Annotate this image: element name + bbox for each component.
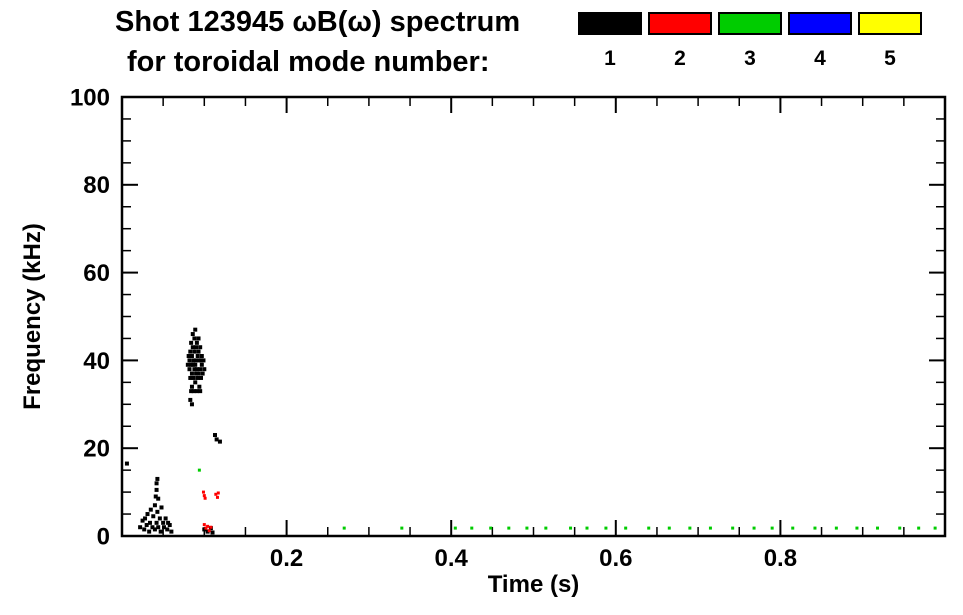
legend-swatch [858,12,922,35]
legend-item-mode-1: 1 [578,12,642,71]
y-tick-label: 0 [97,523,110,550]
y-axis-title: Frequency (kHz) [19,223,46,410]
y-tick-label: 100 [70,84,110,111]
y-tick-label: 40 [83,348,110,375]
x-axis-title: Time (s) [488,571,580,598]
legend-item-mode-3: 3 [718,12,782,71]
legend-label: 1 [604,47,616,70]
mode-legend: 1 2 3 4 5 [578,12,922,71]
y-tick-label: 60 [83,260,110,287]
legend-label: 3 [744,47,756,70]
legend-item-mode-2: 2 [648,12,712,71]
chart-title: Shot 123945 ωB(ω) spectrum [115,6,521,38]
plot-frame [120,95,947,538]
x-tick-label: 0.8 [764,545,797,572]
legend-swatch [718,12,782,35]
legend-swatch [648,12,712,35]
chart-subtitle: for toroidal mode number: [127,46,490,78]
series-mode-2 [201,490,220,533]
legend-item-mode-4: 4 [788,12,852,71]
legend-swatch [578,12,642,35]
y-tick-label: 80 [83,172,110,199]
x-tick-label: 0.4 [435,545,469,572]
legend-label: 5 [884,47,896,70]
axes-ticks [122,96,945,537]
series-mode-3 [197,468,937,530]
x-tick-label: 0.2 [270,545,303,572]
legend-label: 4 [814,47,826,70]
y-tick-label: 20 [83,436,110,463]
series-mode-1 [124,327,222,535]
x-tick-label: 0.6 [599,545,632,572]
legend-swatch [788,12,852,35]
legend-item-mode-5: 5 [858,12,922,71]
legend-label: 2 [674,47,686,70]
